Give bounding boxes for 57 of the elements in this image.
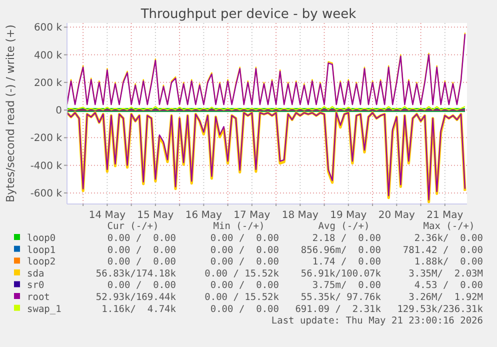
x-tick-label: 14 May — [88, 210, 126, 221]
legend-label: sda — [27, 268, 44, 280]
text: 0.00 / 0.00 — [210, 280, 280, 292]
text: 781.42 / 0.00 — [402, 244, 484, 256]
text: 56.91k/100.07k — [300, 268, 382, 280]
text: Cur (-/+) — [107, 221, 159, 232]
text: 0.00 / 0.00 — [107, 256, 176, 268]
text: 856.96m/ 0.00 — [300, 244, 382, 256]
legend-label: loop2 — [27, 256, 56, 268]
y-tick-label: -200 k — [30, 133, 62, 144]
text: 0.00 / 0.00 — [210, 256, 280, 268]
legend-label: swap_1 — [27, 304, 62, 315]
legend-label: sr0 — [27, 280, 44, 292]
text: Min (-/+) — [213, 221, 265, 232]
text: 3.75m/ 0.00 — [312, 280, 382, 292]
text: Max (-/+) — [423, 221, 475, 232]
text: 3.35M/ 2.03M — [408, 268, 484, 280]
y-tick-label: 600 k — [34, 22, 62, 34]
text: 1.16k/ 4.74k — [102, 304, 176, 315]
x-tick-label: 18 May — [282, 210, 319, 221]
text: 3.26M/ 1.92M — [408, 292, 484, 303]
text: 129.53k/236.31k — [397, 304, 484, 315]
text: 56.83k/174.18k — [96, 268, 176, 280]
text: 0.00 / 15.52k — [204, 292, 280, 303]
text: 0.00 / 15.52k — [204, 268, 280, 280]
x-tick-label: 20 May — [378, 210, 416, 221]
y-tick-label: 0 — [56, 106, 62, 117]
legend-label: root — [27, 292, 50, 303]
text: 1.74 / 0.00 — [312, 256, 382, 268]
y-tick-label: -400 k — [30, 160, 62, 172]
text: Avg (-/+) — [318, 221, 370, 232]
y-tick-label: 200 k — [34, 78, 62, 89]
text: 0.00 / 0.00 — [107, 280, 176, 292]
x-tick-label: 17 May — [234, 210, 270, 221]
x-tick-label: 21 May — [426, 210, 464, 221]
text: 1.88k/ 0.00 — [414, 256, 484, 268]
text: 0.00 / 0.00 — [210, 233, 280, 244]
text: 2.36k/ 0.00 — [414, 233, 484, 244]
legend-label: loop1 — [27, 244, 56, 256]
text: 4.53 / 0.00 — [414, 280, 484, 292]
y-axis-title: Bytes/second read (-) / write (+) — [4, 24, 17, 202]
text: 691.09 / 2.31k — [295, 304, 382, 315]
x-tick-label: 15 May — [137, 210, 174, 221]
text: 52.93k/169.44k — [96, 292, 176, 303]
x-tick-label: 19 May — [330, 210, 367, 221]
text: 2.18 / 0.00 — [312, 233, 382, 244]
text: 0.00 / 0.00 — [107, 244, 176, 256]
x-tick-label: 16 May — [185, 210, 222, 221]
text: 0.00 / 0.00 — [210, 304, 280, 315]
text: 55.35k/ 97.76k — [300, 292, 382, 303]
text: 0.00 / 0.00 — [210, 244, 280, 256]
y-tick-label: 400 k — [34, 50, 62, 62]
text: 0.00 / 0.00 — [107, 233, 176, 244]
chart-title: Throughput per device - by week — [140, 7, 357, 22]
text: Last update: Thu May 21 23:00:16 2026 — [271, 316, 484, 327]
y-tick-label: -600 k — [30, 188, 62, 200]
legend-label: loop0 — [27, 233, 56, 244]
